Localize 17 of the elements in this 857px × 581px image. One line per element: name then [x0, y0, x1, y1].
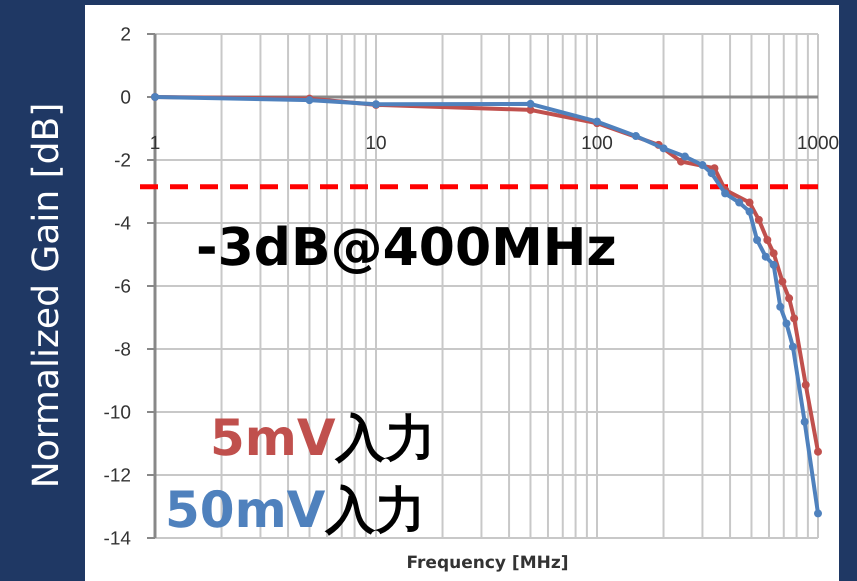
- y-tick-label: -12: [104, 466, 131, 487]
- y-tick-label: -6: [114, 276, 131, 298]
- annotation: -3dB@400MHz: [196, 218, 617, 278]
- text: 5mV入力: [210, 409, 436, 467]
- x-tick-label: 100: [581, 133, 613, 154]
- x-tick-label: 1000: [796, 133, 840, 154]
- y-tick-label: -10: [104, 402, 131, 424]
- y-tick-label: -8: [114, 340, 131, 361]
- y-tick-label: -4: [114, 214, 132, 235]
- x-axis-title: Frequency [MHz]: [406, 553, 568, 573]
- y-tick-label: 0: [120, 88, 131, 109]
- text: 50mV入力: [165, 481, 426, 539]
- y-axis-title: Normalized Gain [dB]: [26, 102, 67, 488]
- y-tick-label: -14: [104, 528, 132, 550]
- y-tick-label: 2: [120, 24, 131, 46]
- y-tick-label: -2: [114, 150, 131, 172]
- x-tick-label: 10: [365, 133, 387, 154]
